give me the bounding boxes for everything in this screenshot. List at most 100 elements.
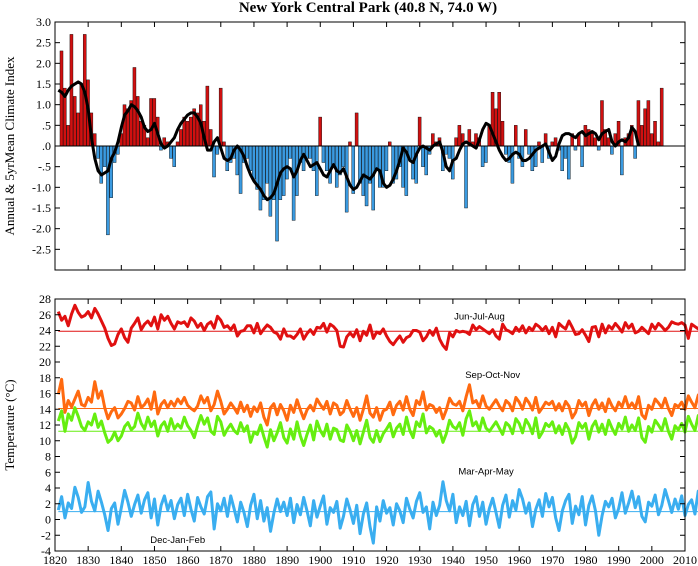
season-label: Sep-Oct-Nov [465,370,520,381]
climate-index-bar [600,100,604,147]
temperature-y-label: Temperature (°C) [2,379,17,470]
climate-index-bar [421,145,425,167]
climate-index-bar [504,145,508,155]
x-tick-label: 1940 [441,553,465,566]
climate-index-bars [59,34,664,242]
y-tick-label: 24 [39,324,51,338]
season-line [56,480,698,545]
season-label: Jun-Jul-Aug [454,311,505,322]
climate-index-bar [444,145,448,155]
climate-index-bar [235,145,239,176]
climate-index-bar [169,145,173,159]
y-tick-label: 20 [39,355,51,369]
climate-index-bar [245,145,249,159]
climate-index-bar [291,145,296,221]
climate-index-bar [388,141,392,147]
climate-index-bar [321,145,326,163]
x-tick-label: 2010 [673,553,697,566]
x-tick-label: 1820 [43,553,67,566]
y-tick-label: 26 [39,308,51,322]
y-tick-label: 14 [39,402,51,416]
y-tick-label: .0 [42,139,51,153]
climate-index-bar [567,145,571,180]
climate-index-bar [580,145,584,167]
climate-index-bar [484,145,488,163]
climate-index-y-ticks: 3.0 2.5 2.0 1.5 1.0 .5 .0 -.5 -1.0 -1.5 -2.0 -2.5 [32,15,685,256]
climate-index-bar [643,108,647,147]
y-tick-label: -2.0 [32,222,51,236]
climate-index-bar [69,34,74,147]
y-tick-label: 6 [45,465,51,479]
y-tick-label: 22 [39,339,51,353]
climate-index-bar [122,104,127,147]
climate-index-bar [248,145,253,171]
season-line [56,377,698,427]
x-tick-label: 1900 [308,553,332,566]
climate-index-bar [328,145,332,184]
climate-index-bar [145,137,150,147]
x-tick-label: 2000 [640,553,664,566]
season-line [56,406,698,449]
y-tick-label: .5 [42,118,51,132]
x-tick-label: 1930 [408,553,432,566]
climate-index-bar [553,137,558,147]
climate-index-bar [208,129,213,147]
climate-index-bar [417,116,422,147]
climate-index-bar [341,145,346,167]
climate-index-bar [573,145,578,151]
season-labels: Jun-Jul-Aug Sep-Oct-Nov Mar-Apr-May Dec-Jan… [150,311,520,546]
x-tick-label: 1990 [607,553,631,566]
y-tick-label: -2.5 [32,242,51,256]
climate-index-bar [590,133,594,147]
y-tick-label: 2.5 [36,36,51,50]
climate-index-bar [258,145,263,211]
climate-index-bar [537,141,541,147]
climate-index-panel: 3.0 2.5 2.0 1.5 1.0 .5 .0 -.5 -1.0 -1.5 -2.0 -2.5 A… [2,15,686,271]
climate-index-bar [308,145,312,159]
climate-index-bar [318,116,322,147]
climate-index-bar [596,145,601,151]
climate-index-bar [530,145,535,171]
x-tick-label: 1830 [76,553,100,566]
climate-index-bar [384,145,389,171]
climate-index-bar [149,98,153,147]
climate-index-bar [457,125,462,147]
five-year-mean-line [57,80,641,202]
climate-index-bar [563,145,568,159]
climate-index-bar [102,145,107,167]
climate-index-bar [593,137,598,147]
climate-index-bar [315,145,319,196]
x-tick-label: 1960 [507,553,531,566]
climate-index-bar [79,83,84,147]
season-label: Dec-Jan-Feb [150,535,205,546]
climate-index-bar [268,145,273,217]
seasonal-temperature-lines [56,303,698,545]
climate-index-bar [179,129,183,147]
climate-index-bar [527,145,531,155]
climate-index-bar [285,145,289,180]
y-tick-label: 1.0 [36,98,51,112]
y-tick-label: -1.0 [32,180,51,194]
y-tick-label: 12 [39,418,51,432]
climate-index-bar [633,145,637,159]
x-tick-label: 1850 [142,553,166,566]
climate-index-bar [500,120,505,147]
climate-index-bar [215,145,220,155]
climate-index-bar [96,145,100,159]
y-tick-label: -2 [41,528,51,542]
y-tick-label: 2 [45,497,51,511]
climate-index-bar [66,125,70,147]
x-tick-label: 1950 [474,553,498,566]
y-tick-label: 2.0 [36,56,51,70]
y-tick-label: -.5 [38,160,51,174]
season-line [56,303,698,351]
climate-index-bar [620,145,624,176]
temperature-panel: Jun-Jul-Aug Sep-Oct-Nov Mar-Apr-May Dec-Jan… [2,22,698,566]
y-tick-label: 10 [39,434,51,448]
x-tick-label: 1970 [540,553,564,566]
climate-index-bar [218,87,223,147]
climate-index-bar [185,120,190,147]
season-label: Mar-Apr-May [458,467,514,478]
climate-index-bar [99,145,104,184]
